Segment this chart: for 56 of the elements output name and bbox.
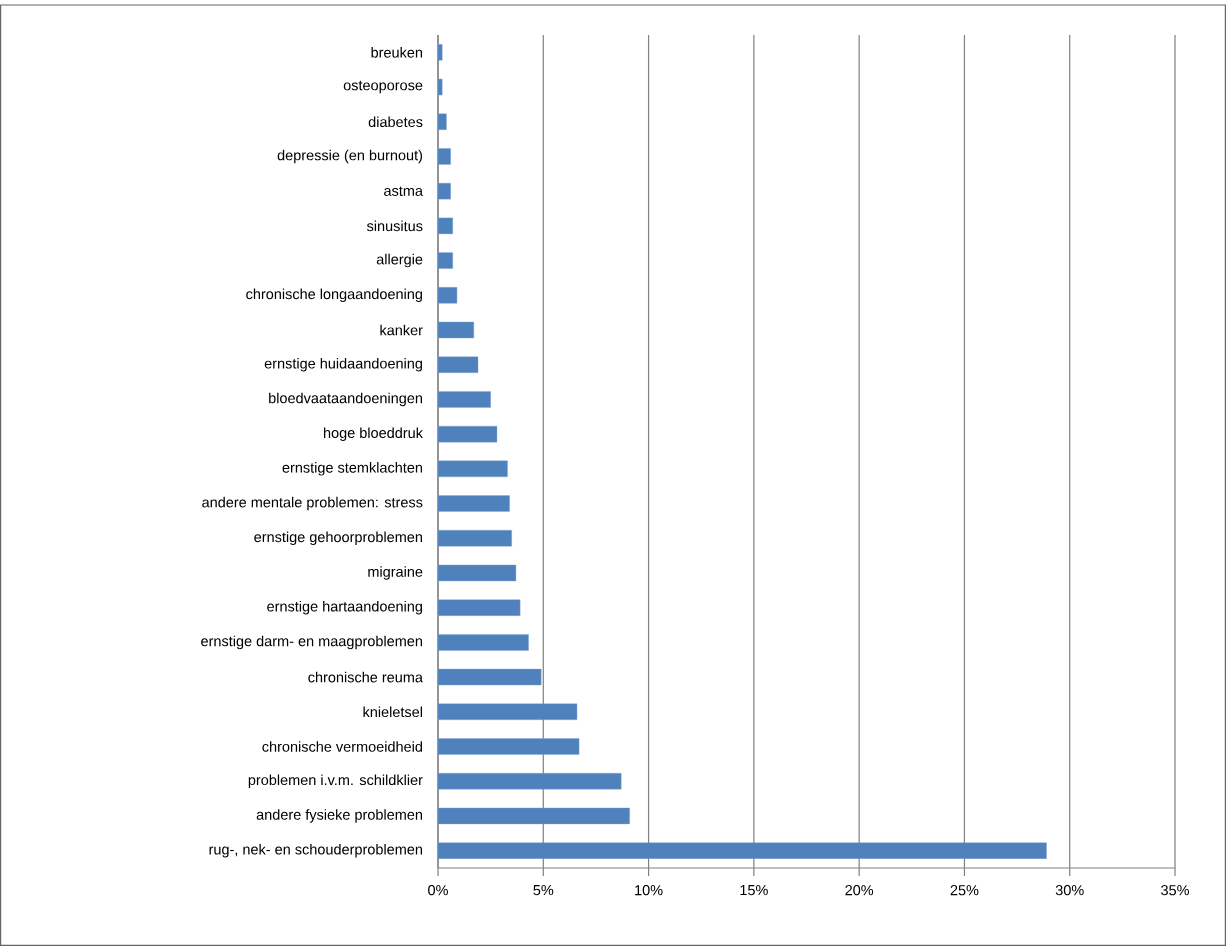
bar: [438, 78, 443, 96]
bar: [438, 252, 453, 269]
x-tick-label: 20%: [845, 885, 874, 896]
bar: [438, 738, 580, 755]
y-tick-label: chronische reuma: [308, 671, 423, 683]
y-tick-label: depressie (en burnout): [277, 149, 423, 164]
y-tick-label: kanker: [380, 324, 423, 336]
y-tick-label: migraine: [368, 566, 423, 580]
y-tick-label: knieletsel: [363, 706, 422, 718]
x-tick-label: 25%: [950, 885, 979, 896]
bar: [438, 530, 512, 547]
bar: [438, 703, 578, 720]
y-tick-label: chronische vermoeidheid: [262, 741, 422, 752]
y-tick-label: andere mentale problemen: stress: [202, 496, 423, 511]
y-tick-label: astma: [384, 186, 423, 196]
y-tick-label: diabetes: [368, 116, 423, 128]
y-tick-label: ernstige darm- en maagproblemen: [201, 635, 422, 650]
bar: [438, 599, 521, 616]
bar: [438, 321, 475, 339]
bar: [438, 460, 508, 478]
x-tick-label: 15%: [740, 885, 768, 896]
y-tick-label: allergie: [376, 253, 423, 268]
bar: [438, 425, 498, 443]
y-tick-label: rug-, nek- en schouderproblemen: [209, 843, 422, 858]
y-tick-label: ernstige huidaandoening: [264, 357, 422, 372]
y-tick-label: breuken: [371, 47, 423, 58]
y-tick-label: andere fysieke problemen: [256, 809, 422, 823]
x-tick-label: 10%: [635, 885, 663, 896]
bar: [438, 148, 451, 165]
y-tick-label: problemen i.v.m. schildklier: [248, 774, 423, 788]
y-tick-label: ernstige stemklachten: [282, 462, 423, 476]
y-tick-label: sinusitus: [366, 220, 423, 232]
bar: [438, 773, 622, 790]
y-tick-label: ernstige gehoorproblemen: [254, 531, 422, 546]
bar: [438, 217, 453, 235]
bar: [438, 391, 491, 408]
bar: [438, 495, 510, 512]
x-tick-label: 5%: [533, 885, 554, 896]
bar: [438, 113, 447, 130]
bar: [438, 287, 458, 304]
x-tick-label: 30%: [1055, 885, 1084, 896]
bar: [438, 842, 1047, 859]
y-tick-label: ernstige hartaandoening: [267, 600, 422, 615]
bar: [438, 807, 630, 825]
bar: [438, 182, 451, 200]
x-tick-label: 35%: [1161, 885, 1189, 896]
y-tick-label: osteoporose: [343, 80, 423, 94]
bar: [438, 668, 542, 686]
bar: [438, 356, 479, 373]
y-tick-label: bloedvaataandoeningen: [269, 392, 422, 407]
y-tick-label: hoge bloeddruk: [324, 427, 423, 441]
y-tick-label: chronische longaandoening: [246, 288, 422, 303]
x-tick-label: 0%: [428, 885, 448, 896]
bar: [438, 564, 517, 582]
bar: [438, 634, 529, 651]
bar: [438, 44, 443, 61]
